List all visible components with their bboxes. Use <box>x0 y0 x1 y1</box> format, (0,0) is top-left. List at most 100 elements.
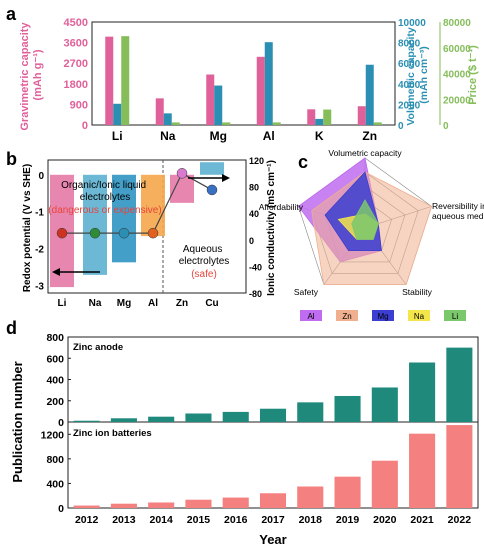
y-tick-a-left: 900 <box>70 99 88 111</box>
dot-b-al <box>147 227 159 239</box>
radar-axis-label-line: Stability <box>402 287 433 297</box>
bar-d-battery-2019 <box>334 476 361 508</box>
x-tick-d-2014: 2014 <box>150 514 174 526</box>
radar-series-li <box>351 199 379 240</box>
panel-a-ylabel-right1-line1: Volumetric capacity <box>405 27 417 126</box>
bar-d-anode-2021 <box>409 362 436 422</box>
y-tick-b-left: -2 <box>35 245 44 256</box>
panel-a: a 0 900 1800 2700 3600 4500 0 2000 4000 6000 8000… <box>6 4 479 143</box>
radar-axis-label-line: Volumetric capacity <box>328 148 402 158</box>
y-tick-d: 200 <box>46 396 64 408</box>
panel-c: c Volumetric capacity Reversibility in aqu… <box>259 148 484 321</box>
panel-label-b: b <box>6 149 17 169</box>
panel-d-xlabel: Year <box>259 532 286 547</box>
y-tick-a-left: 4500 <box>64 17 88 29</box>
y-tick-b-right: -40 <box>249 262 262 272</box>
bar-d-anode-2020 <box>371 387 398 422</box>
dot-b-cu <box>206 184 218 196</box>
panel-a-ylabel-left: Gravimetric capacity (mAh g⁻¹) <box>19 19 44 130</box>
bar-a-al-2 <box>272 122 281 125</box>
bar-a-na-0 <box>155 98 164 125</box>
y-tick-a-right1: 8000 <box>398 39 421 50</box>
bar-d-battery-2022 <box>446 425 473 508</box>
bar-a-zn-2 <box>373 122 382 125</box>
panel-d-top-title: Zinc anode <box>73 342 123 353</box>
y-tick-d: 800 <box>46 454 64 466</box>
x-tick-b-zn: Zn <box>176 298 188 309</box>
bar-d-battery-2017 <box>259 493 287 508</box>
panel-label-a: a <box>6 4 17 24</box>
panel-b-aqueous-note: (safe) <box>191 269 217 280</box>
x-tick-d-2021: 2021 <box>410 514 434 526</box>
x-tick-d-2015: 2015 <box>187 514 211 526</box>
y-tick-a-left: 1800 <box>64 79 88 91</box>
panel-a-ylabel-left-line2: (mAh g⁻¹) <box>32 49 44 100</box>
bar-a-na-2 <box>171 122 180 125</box>
radar-axis-label-2: Stability <box>402 287 433 297</box>
panel-b-right-ticks: 120 80 40 0 -40 -80 <box>249 156 264 299</box>
panel-d-ylabel: Publication number <box>10 361 25 482</box>
bar-d-anode-2016 <box>222 411 249 422</box>
panel-a-right2-ticks: 0 20000 40000 60000 80000 <box>443 18 471 132</box>
panel-b-ylabel-left: Redox potential (V vs SHE) <box>22 164 33 292</box>
radar-series <box>297 157 433 286</box>
bar-a-al-0 <box>256 56 265 126</box>
x-tick-a-zn: Zn <box>362 129 377 143</box>
panel-a-ylabel-right2: Price ($ t⁻¹) <box>467 45 479 105</box>
y-tick-d: 0 <box>58 417 64 429</box>
bar-b-na <box>83 174 107 275</box>
bar-a-li-1 <box>113 103 122 125</box>
panel-label-c: c <box>298 152 308 172</box>
bar-a-na-1 <box>163 113 172 125</box>
y-tick-d: 400 <box>46 375 64 387</box>
x-tick-a-k: K <box>315 129 324 143</box>
bar-d-anode-2012 <box>73 420 100 422</box>
panel-a-ylabel-right1-line2: (mAh cm⁻³) <box>418 46 430 103</box>
bar-d-battery-2021 <box>409 433 436 508</box>
x-tick-b-al: Al <box>148 298 158 309</box>
legend-swatch-mg <box>372 310 394 321</box>
y-tick-a-left: 0 <box>82 120 88 132</box>
panel-b-aqueous-title: Aqueous electrolytes <box>179 244 230 267</box>
y-tick-b-left: -1 <box>35 208 44 219</box>
bar-d-anode-2022 <box>446 347 473 422</box>
panel-b-organic-note: (dangerous or expensive) <box>48 205 161 216</box>
y-tick-b-right: 80 <box>249 183 259 193</box>
y-tick-b-right: 120 <box>249 156 264 166</box>
panel-d-top-ticks: 0 200 400 600 800 <box>46 332 71 429</box>
panel-b-organic-title-line1: Organic/Ionic liquid <box>61 180 146 191</box>
x-tick-a-al: Al <box>263 129 275 143</box>
x-tick-b-cu: Cu <box>205 298 218 309</box>
bar-a-li-2 <box>121 36 130 125</box>
x-tick-d-2019: 2019 <box>336 514 360 526</box>
y-tick-b-right: 40 <box>249 209 259 219</box>
y-tick-a-right2: 20000 <box>443 95 471 106</box>
radar-axis-label-line: aqueous media <box>432 211 484 221</box>
y-tick-a-right1: 4000 <box>398 80 421 91</box>
panel-b-left-arrow <box>52 268 100 276</box>
panel-d-x-ticks: 2012 2013 2014 2015 2016 2017 2018 2019 2020 2021… <box>75 514 471 526</box>
y-tick-d: 1200 <box>41 429 65 441</box>
panel-b-frame <box>47 159 247 294</box>
bar-b-al <box>141 174 165 237</box>
bar-d-anode-2018 <box>297 402 324 422</box>
panel-a-x-ticks: Li Na Mg Al K Zn <box>112 129 377 143</box>
panel-b-aqueous-title-line1: Aqueous <box>183 244 222 255</box>
bar-d-anode-2014 <box>148 416 175 422</box>
bar-d-battery-2016 <box>222 497 249 508</box>
x-tick-d-2017: 2017 <box>261 514 285 526</box>
x-tick-d-2012: 2012 <box>75 514 99 526</box>
bar-d-battery-2018 <box>297 486 324 508</box>
bar-b-cu <box>200 162 224 175</box>
panel-d-bottom-title: Zinc ion batteries <box>73 428 152 439</box>
bar-d-anode-2013 <box>110 418 137 422</box>
bar-b-mg <box>112 174 136 263</box>
y-tick-a-right1: 2000 <box>398 100 421 111</box>
bar-d-battery-2015 <box>185 499 212 508</box>
radar-axis-label-line: Affordability <box>259 202 304 212</box>
bar-d-battery-2014 <box>148 502 175 508</box>
panel-d-bottom-ticks: 0 400 800 1200 <box>41 429 71 515</box>
y-tick-a-right2: 40000 <box>443 70 471 81</box>
panel-b-ylabel-right: Ionic conductivity (mS cm⁻¹) <box>266 160 277 296</box>
legend-swatch-na <box>408 310 430 321</box>
